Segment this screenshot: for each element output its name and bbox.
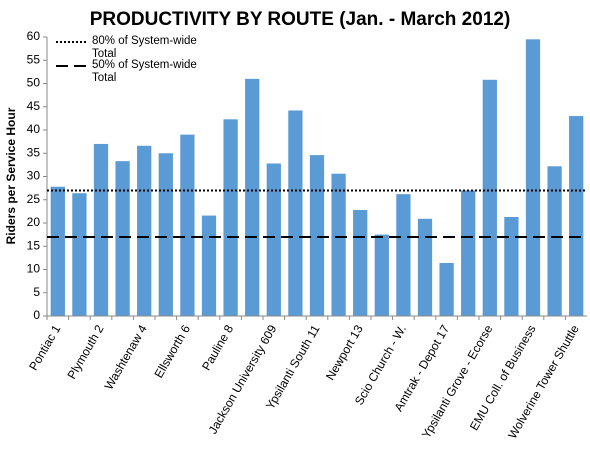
bar xyxy=(482,79,497,316)
bar xyxy=(331,173,346,316)
bar xyxy=(72,193,87,316)
y-tick-label: 20 xyxy=(27,215,41,229)
y-tick-label: 25 xyxy=(27,192,41,206)
y-tick-label: 30 xyxy=(27,169,41,183)
y-tick-label: 55 xyxy=(27,52,41,66)
bar xyxy=(569,116,584,316)
legend-label: 50% of System-wide Total xyxy=(92,59,197,84)
bar xyxy=(353,209,368,316)
y-tick-label: 0 xyxy=(33,308,40,322)
x-tick-label: Plymouth 2 xyxy=(64,322,106,381)
chart-title: PRODUCTIVITY BY ROUTE (Jan. - March 2012… xyxy=(90,9,511,30)
bar xyxy=(504,216,519,316)
bar xyxy=(417,218,433,316)
bar xyxy=(461,190,476,316)
x-tick-label: Ellsworth 6 xyxy=(152,322,194,380)
bar xyxy=(50,186,65,316)
bar xyxy=(266,163,281,316)
x-tick-label: Pontiac 1 xyxy=(26,322,63,373)
bar xyxy=(309,155,325,316)
x-tick-label: Washtenaw 4 xyxy=(102,322,150,392)
bar xyxy=(115,161,130,316)
y-tick-label: 60 xyxy=(27,29,41,43)
y-tick-label: 35 xyxy=(27,145,41,159)
bar xyxy=(223,119,238,317)
y-tick-label: 15 xyxy=(27,238,41,252)
bar xyxy=(180,134,195,316)
bar xyxy=(396,194,411,316)
bar xyxy=(547,166,562,316)
bar xyxy=(288,110,303,316)
bar xyxy=(158,153,173,316)
y-tick-label: 40 xyxy=(27,122,41,136)
y-tick-label: 5 xyxy=(33,285,40,299)
bar xyxy=(93,143,109,316)
x-tick-label: Pauline 8 xyxy=(199,322,236,373)
bar xyxy=(525,39,541,316)
bar xyxy=(439,262,454,316)
y-tick-label: 10 xyxy=(27,262,41,276)
bar xyxy=(374,234,389,316)
bar xyxy=(201,215,217,316)
y-tick-label: 45 xyxy=(27,99,41,113)
x-tick-label: Newport 13 xyxy=(323,322,366,382)
legend-label: 80% of System-wide Total xyxy=(92,35,197,60)
y-axis-label: Riders per Service Hour xyxy=(4,107,18,244)
bar xyxy=(245,78,260,316)
y-tick-label: 50 xyxy=(27,76,41,90)
bar xyxy=(137,145,152,316)
